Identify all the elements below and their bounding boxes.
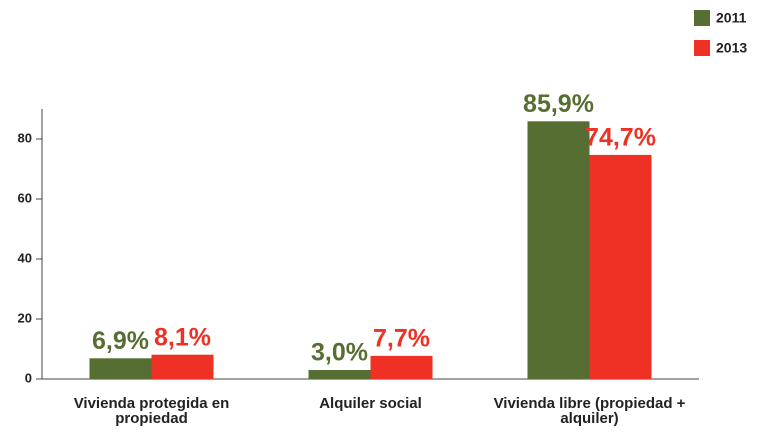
y-tick-label: 80 <box>18 130 32 145</box>
value-label: 8,1% <box>154 323 211 351</box>
legend-swatch <box>694 10 710 26</box>
bar <box>370 355 433 379</box>
value-label: 74,7% <box>585 124 656 152</box>
bar <box>589 154 652 379</box>
value-label: 3,0% <box>311 339 368 367</box>
bar <box>308 370 371 379</box>
value-label: 6,9% <box>92 327 149 355</box>
bar <box>527 121 590 380</box>
legend-label: 2013 <box>716 40 747 56</box>
bar <box>151 354 214 379</box>
y-tick-label: 0 <box>25 370 32 385</box>
y-tick-label: 60 <box>18 190 32 205</box>
value-label: 85,9% <box>523 90 594 118</box>
y-tick-label: 20 <box>18 310 32 325</box>
x-tick-label: Vivienda protegida en propiedad <box>73 395 230 427</box>
x-tick-label: Alquiler social <box>319 395 422 412</box>
y-tick-label: 40 <box>18 250 32 265</box>
legend-label: 2011 <box>716 10 747 26</box>
legend-swatch <box>694 40 710 56</box>
value-label: 7,7% <box>373 325 430 353</box>
x-tick-label: Vivienda libre (propiedad + alquiler) <box>493 395 686 427</box>
bar <box>89 358 152 379</box>
